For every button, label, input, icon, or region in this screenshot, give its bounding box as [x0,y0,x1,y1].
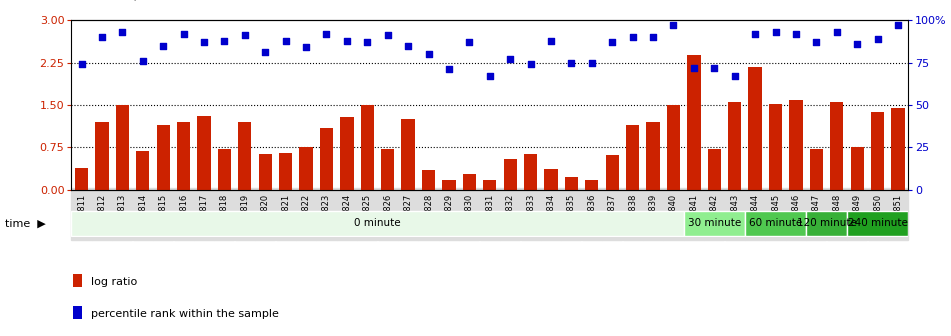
Text: 240 minute: 240 minute [847,218,907,228]
Point [829,29,844,35]
Bar [463,174,476,190]
Bar [320,128,333,190]
Bar [136,152,149,190]
Point [115,29,130,35]
Bar [75,168,88,190]
Bar [830,102,844,190]
Bar [728,102,742,190]
Point [74,61,89,67]
Bar [116,105,129,190]
Bar [544,169,557,190]
Bar [279,153,292,190]
Bar [72,306,83,319]
Point [421,51,437,57]
Point [197,40,212,45]
Point [523,61,538,67]
Bar [769,104,782,190]
Bar [891,108,904,190]
Bar [647,122,660,190]
Point [646,35,661,40]
Point [890,23,905,28]
Bar [300,148,313,190]
Bar [684,211,745,236]
Point [605,40,620,45]
Bar [71,211,684,236]
Point [707,65,722,70]
Text: 0 minute: 0 minute [354,218,400,228]
Point [359,40,375,45]
Bar [667,105,680,190]
Bar [238,122,251,190]
Point [135,58,150,64]
Point [462,40,477,45]
Point [156,43,171,48]
Point [94,35,109,40]
Point [400,43,416,48]
Point [258,50,273,55]
Point [808,40,824,45]
Point [728,74,743,79]
Point [788,31,804,36]
Bar [809,149,823,190]
Bar [847,211,908,236]
Point [278,38,293,43]
Point [564,60,579,65]
Bar [524,154,537,190]
Bar [748,67,762,190]
Bar [688,55,701,190]
Bar [218,149,231,190]
Bar [585,180,598,190]
Point [299,45,314,50]
Bar [157,125,170,190]
Bar [422,170,436,190]
Point [319,31,334,36]
Bar [442,180,456,190]
Bar [708,149,721,190]
Point [767,29,783,35]
Bar [850,148,864,190]
Point [482,74,497,79]
Text: 120 minute: 120 minute [797,218,857,228]
Bar [259,154,272,190]
Bar [871,112,884,190]
Point [380,33,396,38]
Point [543,38,558,43]
Bar [381,149,395,190]
Point [441,67,456,72]
Point [687,65,702,70]
Bar [360,105,374,190]
Bar [626,125,639,190]
Text: log ratio: log ratio [91,277,138,287]
Bar [745,211,806,236]
Point [237,33,252,38]
Point [870,36,885,42]
Point [625,35,640,40]
Point [747,31,763,36]
Point [849,41,864,47]
Bar [401,119,415,190]
Point [666,23,681,28]
Bar [503,159,516,190]
Text: percentile rank within the sample: percentile rank within the sample [91,309,280,319]
Point [176,31,191,36]
Bar [198,116,210,190]
Bar [606,155,619,190]
Bar [565,177,578,190]
Point [217,38,232,43]
Bar [177,122,190,190]
Point [340,38,355,43]
Text: 30 minute: 30 minute [688,218,741,228]
Bar [806,211,847,236]
Bar [72,274,83,287]
Bar [340,118,354,190]
Point [584,60,599,65]
Point [502,56,517,62]
Bar [789,100,803,190]
Bar [95,122,108,190]
Bar [483,180,496,190]
Text: 60 minute: 60 minute [748,218,802,228]
Text: time  ▶: time ▶ [5,218,46,228]
Text: GDS323 / 2249: GDS323 / 2249 [76,0,177,2]
